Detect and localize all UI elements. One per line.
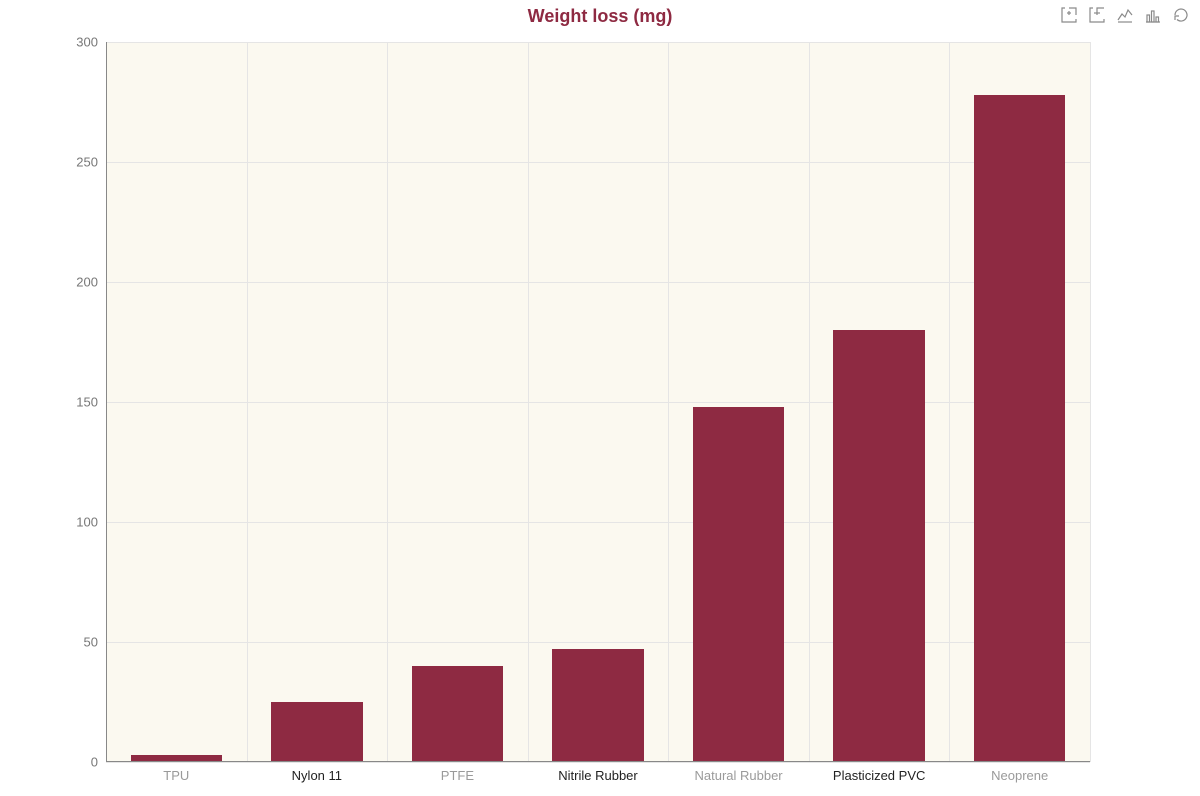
gridline-h: [106, 42, 1090, 43]
y-tick-label: 300: [76, 35, 106, 50]
gridline-h: [106, 282, 1090, 283]
plot-wrap: 0 50 100 150 200 250 300 TPU Nylon 11 PTFE Nitrile…: [0, 0, 1200, 796]
x-tick-label: PTFE: [441, 768, 474, 783]
y-tick-label: 100: [76, 515, 106, 530]
bar[interactable]: [412, 666, 503, 762]
chart-card: Weight loss (mg): [0, 0, 1200, 796]
x-tick-label: Neoprene: [991, 768, 1048, 783]
gridline-h: [106, 522, 1090, 523]
x-tick-label: Natural Rubber: [694, 768, 782, 783]
y-axis-line: [106, 42, 107, 762]
bar[interactable]: [271, 702, 362, 762]
y-tick-label: 50: [84, 635, 106, 650]
x-tick-label: Plasticized PVC: [833, 768, 925, 783]
gridline-v: [809, 42, 810, 762]
gridline-v: [247, 42, 248, 762]
x-tick-label: TPU: [163, 768, 189, 783]
gridline-h: [106, 162, 1090, 163]
plot-area: 050100150200250300TPUNylon 11PTFENitrile…: [106, 42, 1090, 762]
bar[interactable]: [552, 649, 643, 762]
gridline-v: [668, 42, 669, 762]
gridline-h: [106, 402, 1090, 403]
gridline-v: [1090, 42, 1091, 762]
y-tick-label: 250: [76, 155, 106, 170]
x-tick-label: Nylon 11: [292, 768, 342, 783]
gridline-h: [106, 642, 1090, 643]
bar[interactable]: [693, 407, 784, 762]
bar[interactable]: [833, 330, 924, 762]
y-tick-label: 0: [91, 755, 106, 770]
gridline-h: [106, 762, 1090, 763]
gridline-v: [949, 42, 950, 762]
gridline-v: [528, 42, 529, 762]
y-tick-label: 200: [76, 275, 106, 290]
gridline-v: [387, 42, 388, 762]
x-axis-line: [106, 761, 1090, 762]
x-tick-label: Nitrile Rubber: [558, 768, 637, 783]
y-tick-label: 150: [76, 395, 106, 410]
bar[interactable]: [974, 95, 1065, 762]
